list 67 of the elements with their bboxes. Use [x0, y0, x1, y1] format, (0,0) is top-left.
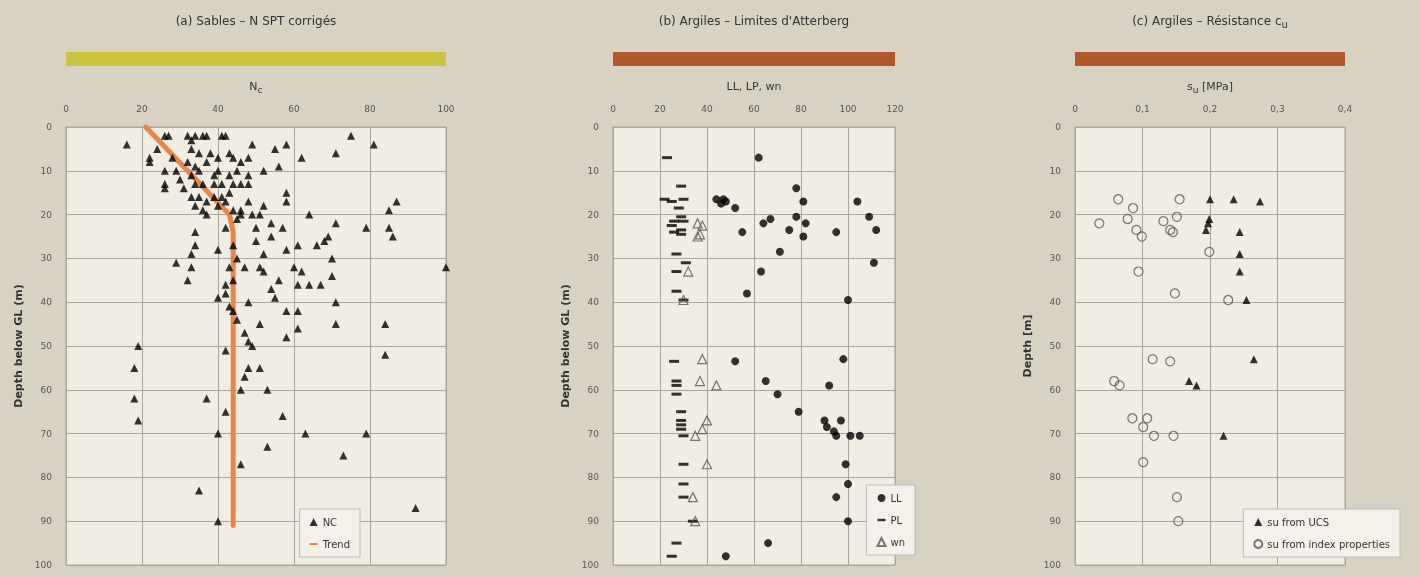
x-axis-title: N$_{c}$ — [248, 80, 264, 96]
x-tick-label: 40 — [212, 103, 224, 114]
x-axis-title: LL, LP, wn — [725, 80, 783, 93]
y-tick-label: 90 — [587, 516, 600, 527]
x-tick-label: 20 — [136, 103, 148, 114]
x-tick-label: 0 — [1072, 103, 1079, 114]
legend-label: su from UCS — [1267, 516, 1330, 528]
y-tick-label: 0 — [593, 122, 600, 132]
chart-title: (a) Sables – N SPT corrigés — [174, 14, 338, 28]
y-tick-label: 40 — [1049, 297, 1062, 308]
y-tick-label: 100 — [581, 560, 600, 570]
chart-title: (b) Argiles – Limites d'Atterberg — [657, 14, 851, 28]
x-tick-label: 20 — [654, 103, 666, 114]
y-tick-label: 30 — [1049, 253, 1062, 264]
y-tick-label: 50 — [587, 341, 600, 351]
y-tick-label: 60 — [587, 384, 600, 395]
x-tick-label: 0,2 — [1202, 103, 1218, 114]
y-tick-label: 60 — [1049, 384, 1062, 395]
y-tick-label: 90 — [40, 516, 53, 527]
legend-label: LL — [890, 492, 903, 504]
y-tick-label: 20 — [40, 209, 53, 220]
x-tick-label: 0 — [610, 103, 617, 114]
x-tick-label: 100 — [437, 103, 455, 114]
y-tick-label: 90 — [1049, 516, 1062, 527]
x-tick-label: 0,1 — [1135, 103, 1150, 114]
y-tick-label: 100 — [34, 560, 53, 570]
y-tick-label: 40 — [587, 297, 600, 308]
y-tick-label: 40 — [40, 297, 53, 308]
x-tick-label: 0,3 — [1270, 103, 1285, 114]
x-tick-label: 0,4 — [1337, 103, 1353, 114]
y-tick-label: 100 — [1043, 560, 1062, 570]
x-tick-label: 40 — [701, 103, 713, 114]
y-tick-label: 0 — [1055, 122, 1062, 132]
x-tick-label: 60 — [288, 103, 300, 114]
y-tick-label: 80 — [40, 472, 53, 483]
y-tick-label: 70 — [1049, 428, 1062, 439]
legend-label: NC — [322, 516, 338, 528]
x-axis-title: s$_{u}$ [MPa] — [1186, 80, 1234, 96]
y-axis-title: Depth below GL (m) — [558, 284, 572, 408]
x-tick-label: 0 — [63, 103, 70, 114]
y-tick-label: 70 — [40, 428, 53, 439]
y-tick-label: 50 — [1049, 341, 1062, 351]
y-tick-label: 30 — [40, 253, 53, 264]
y-tick-label: 10 — [587, 165, 600, 176]
y-tick-label: 30 — [587, 253, 600, 264]
x-tick-label: 80 — [364, 103, 376, 114]
y-tick-label: 10 — [1049, 165, 1062, 176]
y-tick-label: 80 — [587, 472, 600, 483]
y-tick-label: 0 — [46, 122, 53, 132]
x-tick-label: 60 — [748, 103, 760, 114]
y-tick-label: 50 — [40, 341, 53, 351]
legend-label: wn — [890, 536, 906, 548]
y-tick-label: 60 — [40, 384, 53, 395]
y-axis-title: Depth below GL (m) — [11, 284, 25, 408]
y-tick-label: 20 — [1049, 209, 1062, 220]
x-tick-label: 120 — [886, 103, 904, 114]
y-tick-label: 20 — [587, 209, 600, 220]
legend-label: Trend — [321, 538, 351, 550]
x-tick-label: 80 — [795, 103, 807, 114]
y-tick-label: 70 — [587, 428, 600, 439]
chart-title: (c) Argiles – Résistance c$_{u}$ — [1131, 14, 1289, 31]
y-tick-label: 10 — [40, 165, 53, 176]
legend-label: su from index properties — [1267, 538, 1391, 550]
y-axis-title: Depth [m] — [1020, 314, 1034, 378]
x-tick-label: 100 — [839, 103, 857, 114]
legend-label: PL — [890, 514, 903, 526]
y-tick-label: 80 — [1049, 472, 1062, 483]
